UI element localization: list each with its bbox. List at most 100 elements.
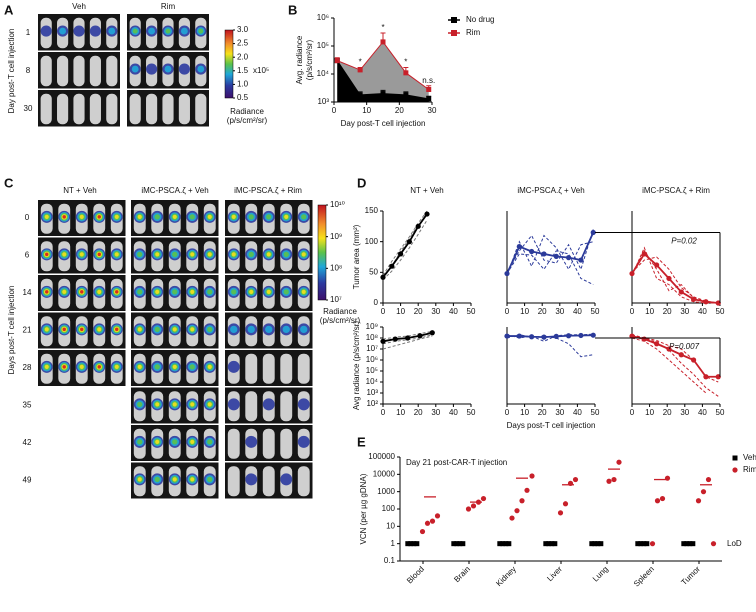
signal (301, 289, 306, 294)
signal (131, 65, 139, 73)
series-line (631, 249, 719, 304)
colorbar-tick-label: 0.5 (237, 93, 249, 102)
signal (137, 364, 142, 369)
chart-title: iMC-PSCA.ζ + Veh (517, 186, 584, 195)
panel-label: A (4, 2, 14, 17)
point (566, 333, 572, 339)
mouse (195, 93, 207, 125)
signal (265, 325, 273, 334)
point (415, 223, 421, 229)
mouse (129, 93, 141, 125)
point (380, 91, 386, 97)
mouse (280, 391, 293, 422)
signal (62, 252, 67, 257)
signal (97, 327, 102, 332)
y-tick-label: 10⁴ (366, 377, 379, 386)
x-tick-label: 0 (505, 408, 510, 417)
colorbar (317, 204, 327, 301)
point (589, 541, 595, 547)
mouse (73, 55, 85, 87)
legend-marker (451, 17, 457, 23)
x-tick-label: Tumor (679, 564, 702, 587)
mouse (227, 428, 240, 459)
point (434, 513, 441, 519)
mouse (245, 353, 258, 384)
mouse (262, 428, 275, 459)
y-tick-label: 10⁴ (317, 69, 330, 78)
legend-marker (732, 467, 738, 473)
row-label: 21 (23, 326, 32, 335)
point (691, 357, 697, 363)
point (543, 541, 549, 547)
signal (190, 289, 195, 294)
row-title: Days post-T cell injection (7, 286, 16, 375)
signal (155, 252, 160, 257)
x-tick-label: Blood (405, 565, 426, 586)
point (578, 332, 584, 339)
point (529, 248, 535, 255)
y-axis-label: Tumor area (mm²) (352, 224, 361, 289)
point (606, 478, 612, 484)
x-tick-label: 20 (663, 307, 672, 316)
x-tick-label: 10 (520, 307, 529, 316)
legend-label: Rim (466, 28, 481, 37)
point (553, 253, 559, 259)
mouse (280, 353, 293, 384)
x-tick-label: 0 (381, 408, 386, 417)
point (659, 495, 666, 502)
point (549, 541, 555, 547)
signal (172, 289, 178, 295)
signal (207, 402, 212, 407)
point (690, 541, 696, 547)
signal (190, 402, 195, 407)
signal (137, 289, 143, 295)
colorbar-tick-label: 2.5 (237, 39, 249, 48)
point (598, 541, 604, 547)
x-tick-label: 20 (414, 408, 423, 417)
point (695, 498, 702, 504)
signal (44, 327, 49, 332)
signal (248, 214, 254, 220)
column-header: iMC-PSCA.ζ + Rim (234, 186, 302, 195)
y-tick-label: 100000 (368, 452, 395, 461)
point (414, 541, 420, 547)
point (470, 503, 477, 509)
point (666, 275, 672, 282)
y-tick-label: 10⁶ (317, 13, 329, 22)
signal (59, 27, 67, 35)
signal (207, 326, 213, 333)
point (504, 270, 510, 277)
x-tick-label: 40 (449, 408, 458, 417)
series-line (631, 252, 719, 304)
point (516, 333, 522, 339)
signal (172, 439, 178, 445)
mouse (40, 93, 52, 125)
point (641, 336, 647, 342)
row-label: 6 (25, 251, 30, 260)
signal (62, 215, 66, 219)
signal (227, 398, 240, 411)
signal (62, 289, 67, 294)
column-header: NT + Veh (63, 186, 96, 195)
panel-label: C (4, 175, 14, 190)
legend-label: No drug (466, 15, 494, 24)
x-tick-label: Spleen (632, 565, 656, 589)
y-axis-label: VCN (per µg gDNA) (359, 473, 368, 544)
x-tick-label: 10 (362, 106, 371, 115)
point (460, 541, 466, 547)
legend-marker (732, 455, 738, 461)
point (380, 338, 386, 344)
colorbar-tick-label: 2.0 (237, 52, 249, 61)
x-tick-label: 40 (573, 307, 582, 316)
x-tick-label: 30 (431, 307, 440, 316)
x-tick-label: 50 (591, 408, 600, 417)
mouse (73, 93, 85, 125)
signal (132, 28, 138, 34)
signal (297, 435, 310, 448)
column-header: Rim (161, 2, 176, 11)
point (506, 541, 512, 547)
colorbar-tick-label: 10⁸ (330, 263, 342, 272)
x-tick-label: 20 (414, 307, 423, 316)
series-line (506, 229, 594, 273)
